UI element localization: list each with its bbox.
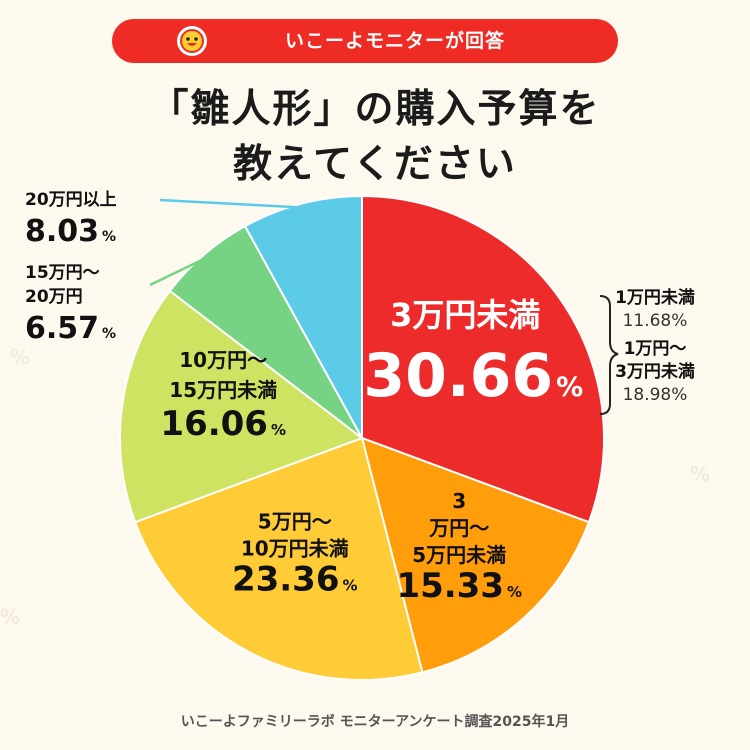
page-title-line2: 教えてください [233,142,517,187]
pie-slice [119,289,365,524]
bg-decoration: % [0,605,21,629]
bg-decoration: % [690,462,711,486]
leader-line [149,256,208,287]
breakdown-label: 3万円未満 [615,361,695,382]
slice-label: 3 [452,489,466,513]
pie-slice [133,436,424,681]
external-label: 20万円 [25,287,83,307]
slice-label: 5万円〜 [258,510,332,534]
external-label: 15万円〜 [25,263,100,283]
slice-label: 10万円〜 [179,348,267,372]
slice-value: 16.06% [160,404,286,444]
breakdown-value: 18.98% [623,385,688,405]
breakdown-value: 11.68% [623,311,688,331]
external-label: 20万円以上 [25,190,117,210]
page-title-line1: 「雛人形」の購入予算を [149,87,601,132]
bg-decoration: % [10,345,31,369]
breakdown-label: 1万円〜 [624,339,687,359]
slice-value: 30.66% [363,341,583,411]
breakdown-label: 1万円未満 [615,287,695,308]
pie-slice [361,194,605,524]
external-value: 6.57% [25,311,116,346]
slice-label: 15万円未満 [169,378,277,402]
breakdown-brace [599,295,619,415]
leader-line [159,198,303,209]
pie-slice [243,194,363,439]
slice-label: 3万円未満 [390,296,540,334]
slice-value: 15.33% [396,566,522,606]
footer-source: いこーよファミリーラボ モニターアンケート調査2025年1月 [180,714,570,730]
pie-slice [360,436,591,674]
slice-label: 10万円未満 [241,537,349,561]
slice-value: 23.36% [232,560,358,600]
banner-text: いこーよモニターが回答 [284,30,505,52]
smiley-mascot-icon [177,26,207,56]
slice-label: 5万円未満 [412,543,506,567]
external-value: 8.03% [25,214,116,249]
slice-label: 万円〜 [428,516,489,540]
